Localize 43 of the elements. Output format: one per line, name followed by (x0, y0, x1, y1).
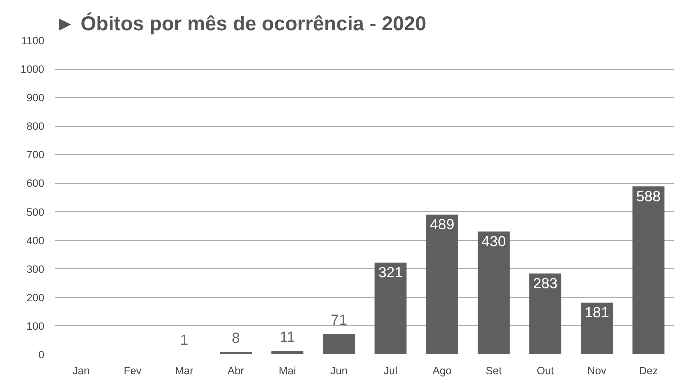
y-tick-label: 0 (38, 350, 45, 362)
bar (530, 274, 562, 354)
chart-title: ► Óbitos por mês de ocorrência - 2020 (56, 12, 427, 36)
x-tick-label: Out (536, 366, 554, 378)
x-tick-label: Mai (279, 366, 296, 378)
bar (374, 262, 407, 354)
x-tick-label: Fev (124, 366, 142, 378)
y-tick-label: 1000 (20, 64, 45, 76)
y-tick-label: 1100 (22, 36, 45, 48)
x-tick-label: Dez (639, 366, 658, 378)
data-label: 8 (232, 330, 240, 347)
y-tick-label: 200 (26, 292, 45, 304)
bar (272, 351, 304, 354)
x-tick-label: Jun (330, 366, 348, 378)
data-label: 1 (180, 332, 189, 349)
x-tick-label: Nov (588, 366, 608, 378)
y-tick-label: 900 (26, 92, 45, 105)
data-label: 321 (378, 266, 404, 282)
y-tick-label: 500 (26, 206, 45, 219)
x-tick-label: Abr (228, 366, 245, 378)
data-label: 11 (280, 330, 296, 346)
data-label: 489 (430, 218, 455, 234)
x-tick-label: Mar (175, 366, 194, 378)
bar (632, 186, 665, 354)
y-tick-label: 600 (26, 178, 45, 190)
data-label: 71 (331, 312, 348, 329)
x-tick-label: Set (486, 366, 502, 378)
y-tick-label: 400 (26, 235, 45, 248)
x-tick-label: Ago (432, 366, 452, 378)
y-tick-label: 300 (26, 264, 45, 276)
data-label: 588 (636, 189, 661, 206)
bar (478, 232, 510, 354)
x-tick-label: Jan (72, 366, 90, 378)
data-label: 283 (533, 276, 558, 292)
data-label: 430 (482, 234, 506, 251)
data-label: 181 (584, 306, 610, 322)
bar (323, 334, 356, 354)
y-tick-label: 100 (26, 320, 45, 333)
x-tick-label: Jul (384, 366, 398, 378)
bar (426, 214, 458, 354)
bar (581, 302, 614, 354)
y-tick-label: 700 (26, 150, 45, 162)
y-tick-label: 800 (26, 121, 45, 134)
